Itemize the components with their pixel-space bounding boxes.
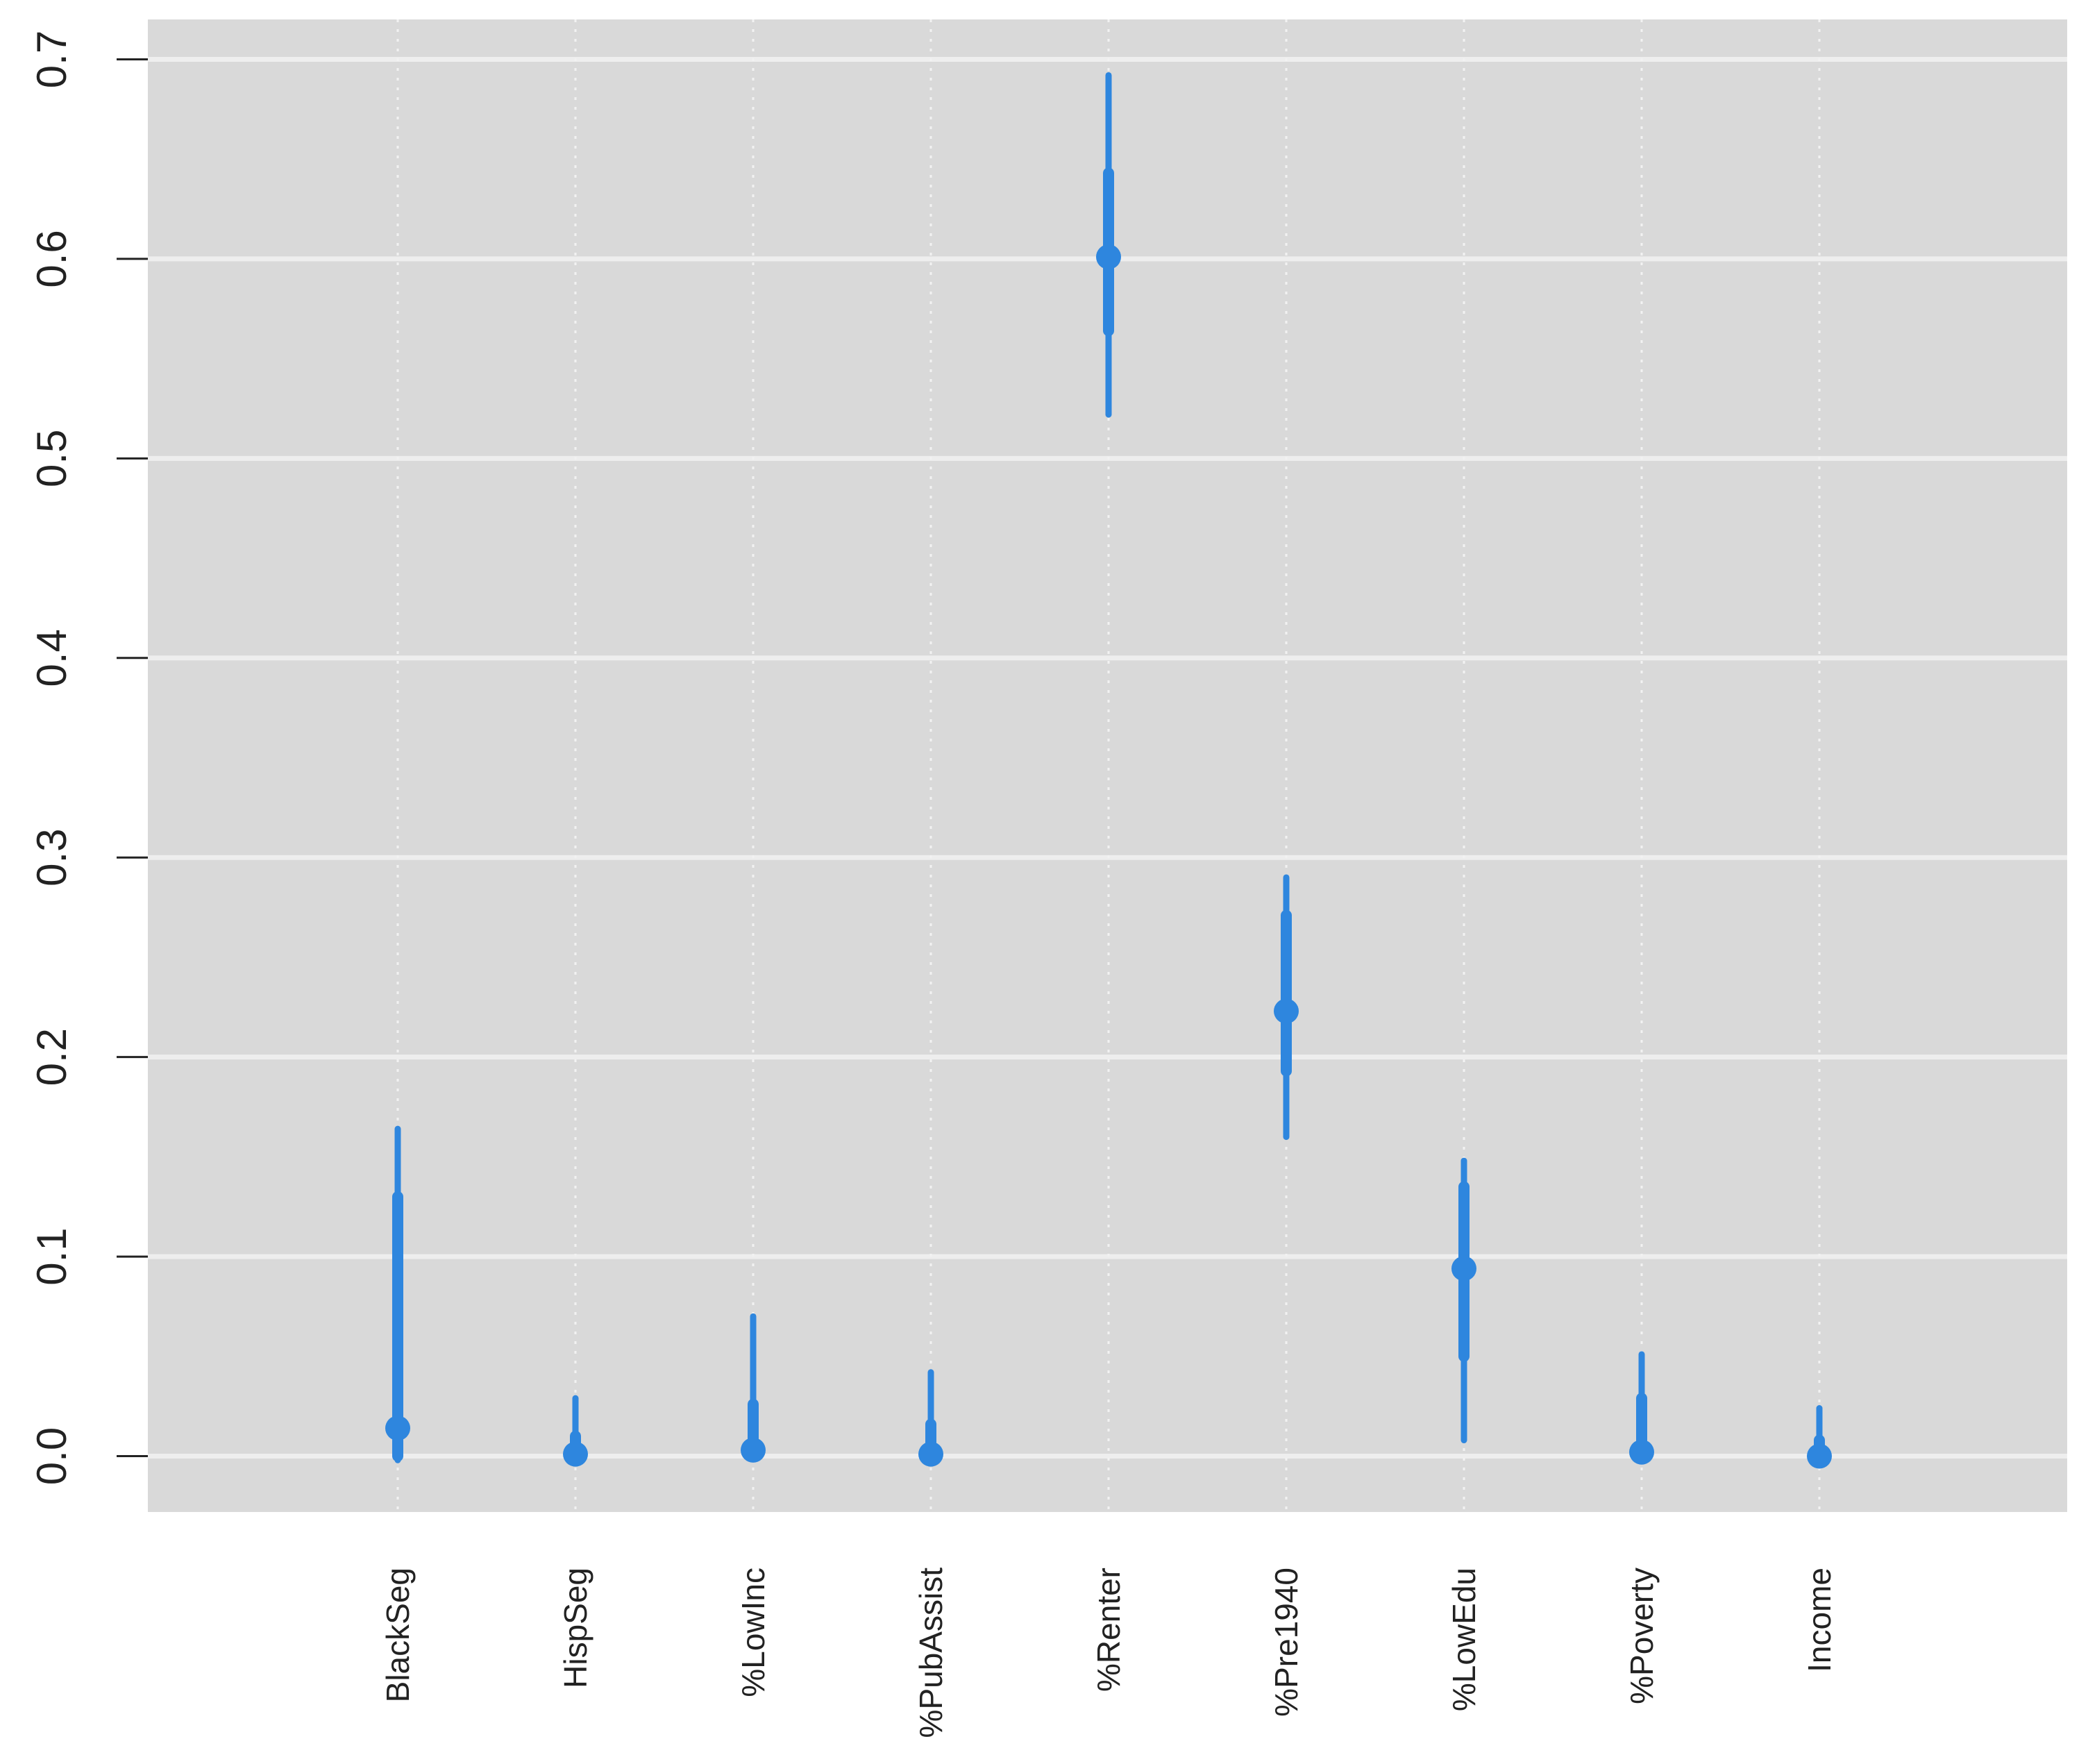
x-tick-label: %Renter — [1091, 1568, 1127, 1692]
point-estimate — [563, 1441, 588, 1467]
x-tick-label: %LowEdu — [1446, 1568, 1482, 1711]
point-estimate — [1096, 244, 1121, 270]
x-tick-label: %Poverty — [1624, 1568, 1660, 1704]
x-tick-label: %LowInc — [735, 1568, 771, 1697]
y-tick-label: 0.6 — [28, 230, 75, 287]
x-tick-label: BlackSeg — [380, 1568, 416, 1702]
point-estimate — [1274, 998, 1299, 1024]
point-estimate — [1629, 1439, 1654, 1465]
y-tick-label: 0.3 — [28, 829, 75, 887]
point-estimate — [741, 1437, 766, 1463]
point-estimate — [918, 1441, 943, 1467]
y-tick-label: 0.4 — [28, 629, 75, 687]
y-tick-label: 0.0 — [28, 1427, 75, 1485]
point-estimate — [1451, 1256, 1476, 1282]
y-axis: 0.0 0.1 0.2 0.3 0.4 0.5 0.6 0.7 — [28, 31, 148, 1485]
x-tick-labels: BlackSeg HispSeg %LowInc %PubAssist %Renter%… — [380, 1568, 1837, 1738]
x-tick-label: Income — [1801, 1568, 1837, 1672]
data-marks — [385, 72, 1832, 1469]
y-tick-label: 0.1 — [28, 1227, 75, 1285]
y-tick-label: 0.7 — [28, 31, 75, 88]
x-tick-label: HispSeg — [557, 1568, 593, 1688]
x-tick-label: %Pre1940 — [1268, 1568, 1304, 1717]
point-estimate — [1807, 1443, 1832, 1469]
x-tick-label: %PubAssist — [913, 1568, 949, 1738]
point-estimate — [385, 1416, 410, 1441]
y-tick-label: 0.2 — [28, 1028, 75, 1086]
y-tick-label: 0.5 — [28, 430, 75, 487]
